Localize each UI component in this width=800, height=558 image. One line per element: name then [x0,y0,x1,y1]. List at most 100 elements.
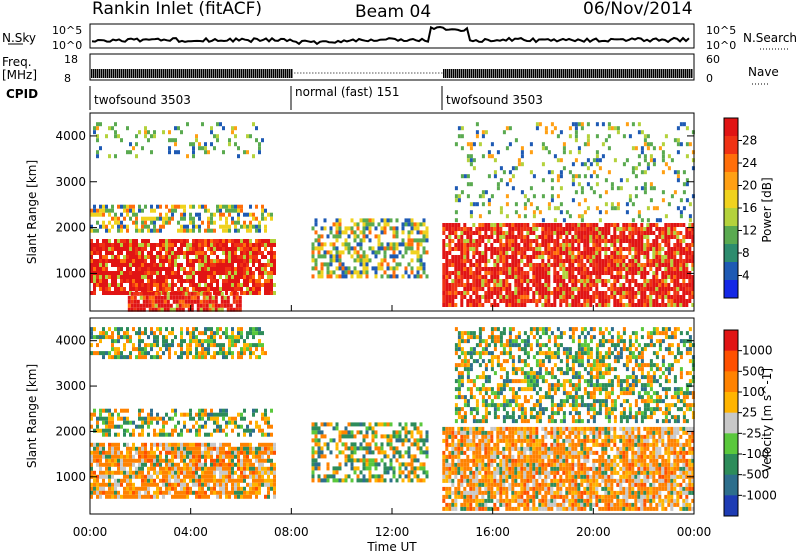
echo-cell-727 [270,251,273,255]
echo-cell-167 [132,455,135,459]
echo-cell-909 [234,421,237,425]
echo-cell-2939 [673,255,676,259]
echo-cell-131 [120,287,123,291]
freq-bar-145 [531,69,533,78]
echo-cell-200 [138,259,141,263]
echo-cell-346 [174,243,177,247]
echo-cell-2174 [544,263,547,267]
echo-cell-133 [123,471,126,475]
echo-cell-273 [156,267,159,271]
echo-cell-930 [99,209,102,213]
echo-cell-3167 [536,122,539,126]
echo-cell-2735 [637,299,640,303]
echo-cell-483 [210,239,213,243]
echo-cell-586 [237,487,240,491]
echo-cell-1557 [420,254,423,258]
echo-cell-1621 [448,247,451,251]
echo-cell-1526 [411,222,414,226]
echo-cell-2256 [559,231,562,235]
echo-cell-2524 [601,283,604,287]
echo-cell-2712 [634,263,637,267]
echo-cell-363 [177,279,180,283]
echo-cell-827 [179,296,182,300]
echo-cell-251 [153,483,156,487]
echo-cell-355 [180,483,183,487]
echo-cell-1581 [442,239,445,243]
freq-bar-122 [485,69,487,78]
echo-cell-2684 [631,223,634,227]
echo-cell-1659 [454,271,457,275]
echo-cell-2962 [676,271,679,275]
echo-cell-278 [156,287,159,291]
echo-cell-1036 [180,205,183,209]
echo-cell-3033 [688,279,691,283]
freq-bar-221 [683,69,685,78]
echo-cell-687 [258,271,261,275]
echo-cell-3084 [470,182,473,186]
echo-cell-179 [132,279,135,283]
echo-cell-1046 [183,229,186,233]
echo-cell-474 [210,455,213,459]
echo-cell-2512 [598,299,601,303]
echo-cell-3165 [533,210,536,214]
freq-label: Freq. [2,55,32,69]
echo-cell-1075 [207,229,210,233]
echo-cell-465 [207,471,210,475]
echo-cell-1832 [484,279,487,283]
echo-cell-194 [138,491,141,495]
echo-cell-1760 [472,271,475,275]
echo-cell-688 [258,275,261,279]
echo-cell-1333 [339,234,342,238]
echo-cell-1049 [189,205,192,209]
echo-cell-3194 [554,206,557,210]
echo-cell-2337 [571,267,574,271]
echo-cell-357 [177,251,180,255]
echo-cell-755 [108,417,111,421]
nave-tick-bottom: 0 [706,72,713,85]
ytick-label-2: 3000 [55,175,86,189]
echo-cell-3344 [644,142,647,146]
echo-cell-832 [182,296,185,300]
echo-cell-1429 [372,250,375,254]
echo-cell-2042 [520,271,523,275]
echo-cell-574 [234,487,237,491]
echo-cell-1243 [237,154,240,158]
echo-cell-2193 [547,255,550,259]
echo-cell-1028 [171,209,174,213]
echo-cell-2863 [661,247,664,251]
echo-cell-2990 [682,239,685,243]
echo-cell-1177 [231,331,234,335]
echo-cell-2791 [649,223,652,227]
echo-cell-604 [237,287,240,291]
freq-bar-220 [681,69,683,78]
echo-cell-2036 [520,239,523,243]
echo-cell-454 [204,471,207,475]
echo-cell-2789 [646,299,649,303]
echo-cell-20 [93,279,96,283]
echo-cell-378 [183,243,186,247]
echo-cell-2630 [619,291,622,295]
echo-cell-1056 [192,221,195,225]
echo-cell-2683 [628,303,631,307]
echo-cell-2723 [637,239,640,243]
echo-cell-2585 [613,251,616,255]
echo-cell-282 [159,247,162,251]
echo-cell-3404 [683,122,686,126]
echo-cell-1544 [417,238,420,242]
echo-cell-697 [261,263,264,267]
echo-cell-464 [204,267,207,271]
echo-cell-2554 [607,259,610,263]
echo-cell-277 [156,283,159,287]
echo-cell-455 [204,475,207,479]
echo-cell-3026 [688,243,691,247]
echo-cell-807 [150,409,153,413]
echo-cell-521 [219,247,222,251]
echo-cell-68 [105,495,108,499]
echo-cell-103 [114,279,117,283]
echo-cell-3133 [506,214,509,218]
echo-cell-1253 [315,462,318,466]
echo-cell-1401 [363,234,366,238]
echo-cell-977 [111,331,114,335]
echo-cell-2954 [676,235,679,239]
echo-cell-628 [249,459,252,463]
